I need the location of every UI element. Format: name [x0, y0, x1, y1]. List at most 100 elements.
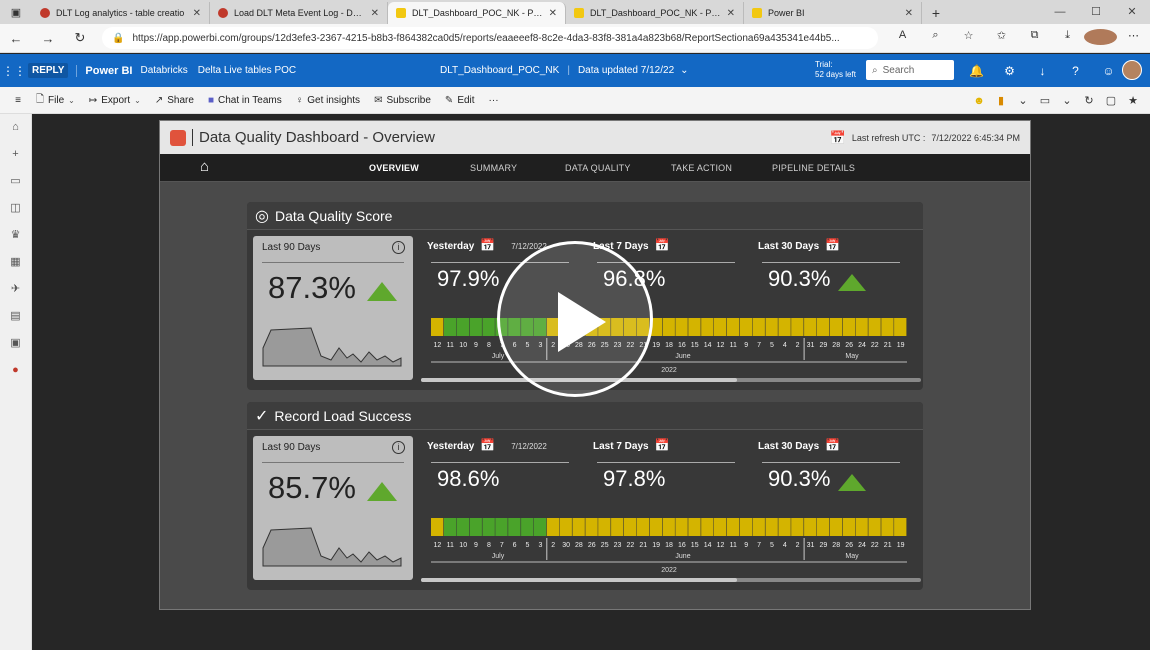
emoji-icon[interactable]: ☻ — [973, 94, 985, 107]
data-hub-icon[interactable]: ◫ — [10, 202, 21, 214]
address-bar: ← → ↻ 🔒 https://app.powerbi.com/groups/12… — [0, 24, 1150, 53]
share-button[interactable]: ↗ Share — [155, 95, 194, 106]
heatmap-cell — [508, 518, 521, 536]
close-icon[interactable]: ✕ — [726, 7, 735, 19]
breadcrumb-app[interactable]: Delta Live tables POC — [197, 65, 297, 76]
collapse-icon[interactable]: ≡ — [15, 94, 21, 106]
download-icon[interactable]: ↓ — [1039, 63, 1046, 78]
help-icon[interactable]: ? — [1072, 63, 1079, 78]
day-tick-label: 7 — [500, 542, 504, 549]
notifications-icon[interactable]: 🔔 — [969, 63, 984, 78]
info-icon[interactable]: i — [392, 241, 405, 254]
forward-icon[interactable]: → — [41, 30, 55, 46]
goals-icon[interactable]: ♛ — [10, 229, 21, 241]
chevron-down-icon[interactable]: ⌄ — [1018, 95, 1028, 107]
chat-label: Chat in Teams — [218, 94, 282, 106]
get-insights-button[interactable]: ♀ Get insights — [296, 95, 360, 106]
tab-summary[interactable]: SUMMARY — [470, 163, 518, 173]
breadcrumb-workspace[interactable]: Databricks — [140, 65, 188, 76]
report-name[interactable]: DLT_Dashboard_POC_NK — [440, 65, 560, 76]
chevron-down-icon[interactable]: ⌄ — [680, 65, 689, 76]
zoom-icon[interactable]: ⌕ — [932, 28, 939, 41]
heatmap-cell — [559, 518, 572, 536]
heatmap-cell — [611, 518, 624, 536]
comment-icon[interactable]: ▢ — [1105, 95, 1117, 107]
day-tick-label: 29 — [820, 542, 828, 549]
day-tick-label: 8 — [487, 342, 491, 349]
close-icon[interactable]: ✕ — [192, 7, 201, 19]
browser-tab[interactable]: Power BI ✕ — [744, 2, 922, 24]
horizontal-scrollbar[interactable] — [421, 378, 921, 382]
video-play-button[interactable] — [497, 241, 653, 397]
refresh-icon[interactable]: ↻ — [1084, 95, 1094, 107]
browser-tab-active[interactable]: DLT_Dashboard_POC_NK - Power ✕ — [388, 2, 566, 24]
home-icon[interactable]: ⌂ — [200, 158, 210, 175]
teams-icon: ■ — [207, 94, 214, 106]
browser-tab[interactable]: Load DLT Meta Event Log - Data ✕ — [210, 2, 388, 24]
horizontal-scrollbar[interactable] — [421, 578, 921, 582]
chevron-down-icon[interactable]: ⌄ — [1062, 95, 1072, 107]
app-launcher-icon[interactable]: ⋮⋮ — [2, 63, 26, 78]
create-icon[interactable]: + — [12, 148, 19, 160]
search-input[interactable]: ⌕ Search — [866, 60, 954, 80]
new-tab-icon[interactable]: + — [931, 5, 941, 21]
favorite-icon[interactable]: ☆ — [963, 29, 974, 42]
day-tick-label: 9 — [474, 342, 478, 349]
browser-tab[interactable]: DLT_Dashboard_POC_NK - Power ✕ — [566, 2, 744, 24]
window-menu-icon[interactable]: ▣ — [10, 6, 22, 19]
data-updated[interactable]: Data updated 7/12/22 — [577, 65, 675, 76]
star-icon[interactable]: ★ — [1128, 95, 1138, 107]
apps-icon[interactable]: ▦ — [10, 256, 21, 268]
tab-take-action[interactable]: TAKE ACTION — [671, 163, 733, 173]
day-tick-label: 26 — [845, 342, 853, 349]
heatmap-cell — [482, 318, 495, 336]
close-icon[interactable]: ✕ — [904, 7, 913, 19]
url-field[interactable]: 🔒 https://app.powerbi.com/groups/12d3efe3… — [102, 27, 878, 49]
downloads-icon[interactable]: ⤓ — [1065, 28, 1070, 41]
monitor-icon[interactable]: ▣ — [10, 337, 21, 349]
close-window-icon[interactable]: ✕ — [1127, 6, 1137, 18]
home-icon[interactable]: ⌂ — [12, 121, 19, 133]
bookmark-icon[interactable]: ▮ — [997, 95, 1005, 107]
day-tick-label: 9 — [744, 542, 748, 549]
powerbi-title[interactable]: Power BI — [76, 64, 133, 77]
profile-avatar[interactable] — [1084, 28, 1117, 48]
maximize-icon[interactable]: ☐ — [1091, 6, 1101, 18]
back-icon[interactable]: ← — [9, 30, 23, 46]
tab-overview[interactable]: OVERVIEW — [369, 163, 419, 173]
more-icon[interactable]: ⋯ — [1128, 29, 1139, 42]
workspaces-icon[interactable]: ▤ — [10, 310, 21, 322]
tab-title: Power BI — [768, 8, 805, 18]
user-avatar[interactable] — [1122, 60, 1142, 80]
info-icon[interactable]: i — [392, 441, 405, 454]
subscribe-button[interactable]: ✉ Subscribe — [374, 95, 431, 106]
kpi-label: Last 30 Days — [758, 441, 820, 452]
settings-icon[interactable]: ⚙ — [1004, 63, 1015, 78]
browser-tab[interactable]: DLT Log analytics - table creatio ✕ — [32, 2, 210, 24]
view-icon[interactable]: ▭ — [1039, 95, 1051, 107]
heatmap-cell — [636, 518, 650, 536]
reload-icon[interactable]: ↻ — [74, 30, 86, 45]
close-icon[interactable]: ✕ — [370, 7, 379, 19]
learn-icon[interactable]: ✈ — [10, 283, 21, 295]
browse-icon[interactable]: ▭ — [10, 175, 21, 187]
close-icon[interactable]: ✕ — [548, 7, 557, 19]
edit-button[interactable]: ✎ Edit — [445, 95, 475, 106]
export-menu[interactable]: ↦ Export ⌄ — [88, 94, 141, 106]
panel-header: ◎ Data Quality Score — [247, 202, 923, 230]
tab-pipeline-details[interactable]: PIPELINE DETAILS — [772, 163, 856, 173]
tab-data-quality[interactable]: DATA QUALITY — [565, 163, 631, 173]
chat-in-teams-button[interactable]: ■ Chat in Teams — [208, 95, 282, 106]
favorites-icon[interactable]: ✩ — [996, 29, 1007, 42]
more-options-button[interactable]: ··· — [488, 94, 499, 106]
feedback-icon[interactable]: ☺ — [1102, 63, 1115, 78]
card-value: 87.3% — [268, 270, 356, 305]
tab-title: Load DLT Meta Event Log - Data — [234, 8, 365, 18]
search-placeholder: Search — [882, 64, 915, 76]
read-aloud-icon[interactable]: A — [898, 28, 907, 41]
minimize-icon[interactable]: — — [1054, 6, 1066, 18]
day-tick-label: 3 — [538, 542, 542, 549]
databricks-workspace-icon[interactable]: ● — [12, 364, 19, 376]
collections-icon[interactable]: ⧉ — [1030, 28, 1039, 41]
file-menu[interactable]: 🗋 File ⌄ — [36, 92, 75, 109]
